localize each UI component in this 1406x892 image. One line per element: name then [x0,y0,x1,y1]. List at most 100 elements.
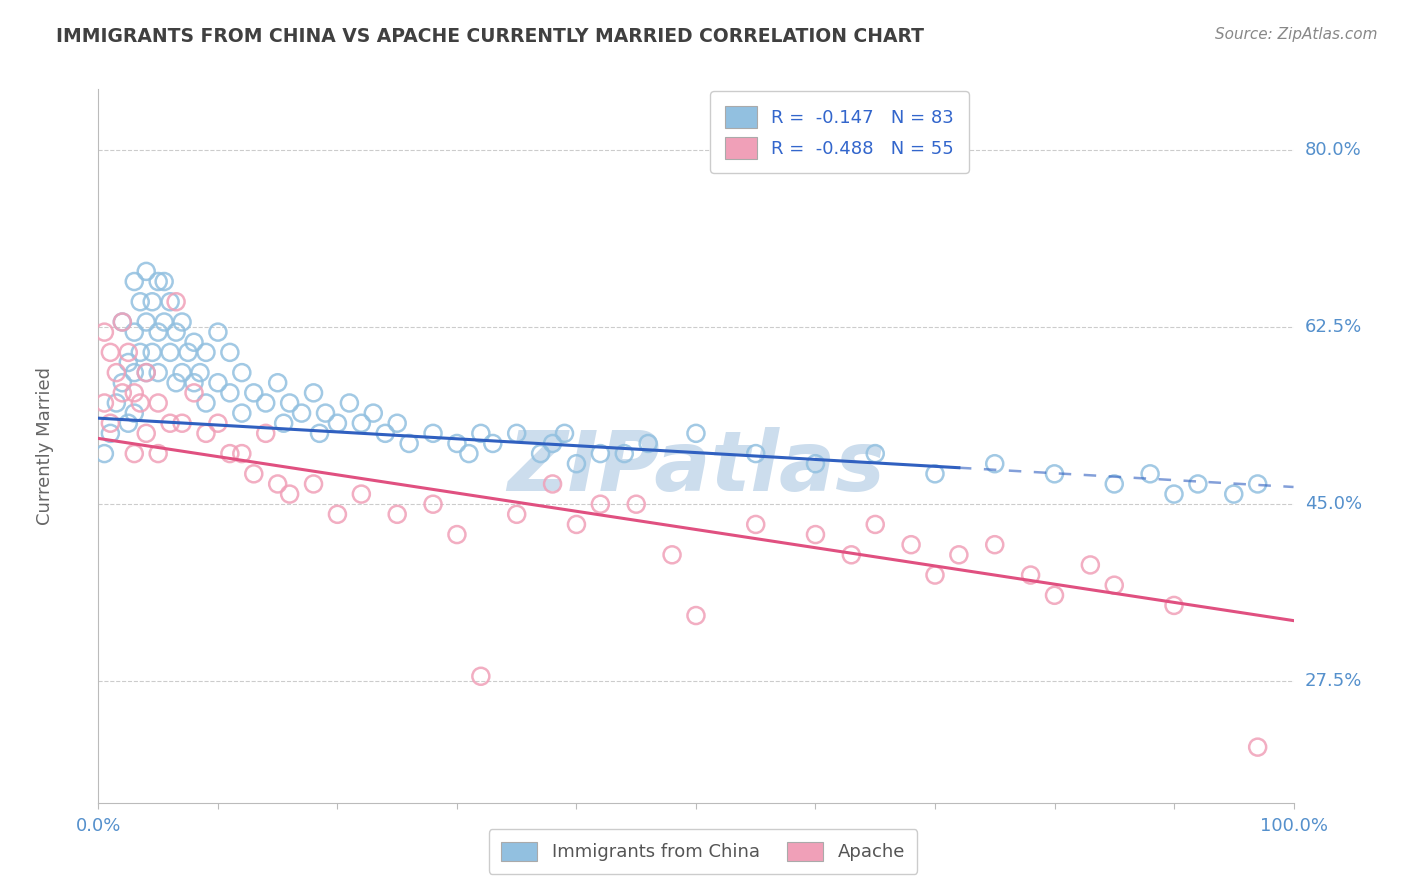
Point [1104,477,1126,491]
Point [124,447,146,461]
Point [589,447,612,461]
Point [117,416,139,430]
Point [135,426,157,441]
Point [172,315,194,329]
Point [948,548,970,562]
Point [1223,487,1246,501]
Point [470,426,492,441]
Point [924,467,946,481]
Point [159,345,181,359]
Point [865,447,887,461]
Point [254,426,277,441]
Point [124,366,146,380]
Point [207,376,229,390]
Text: 62.5%: 62.5% [1305,318,1362,336]
Point [291,406,314,420]
Point [129,345,152,359]
Point [1187,477,1209,491]
Text: 45.0%: 45.0% [1305,495,1362,513]
Point [841,548,863,562]
Point [195,396,218,410]
Point [273,416,295,430]
Point [243,385,266,400]
Point [105,366,128,380]
Point [124,275,146,289]
Point [111,315,134,329]
Point [541,477,564,491]
Point [458,447,481,461]
Point [148,275,170,289]
Point [745,517,768,532]
Point [350,416,373,430]
Point [183,376,205,390]
Point [165,294,187,309]
Point [446,527,468,541]
Point [98,426,122,441]
Point [172,416,194,430]
Point [183,335,205,350]
Point [135,264,157,278]
Point [530,447,553,461]
Point [135,366,157,380]
Point [339,396,361,410]
Point [148,447,170,461]
Point [308,426,330,441]
Point [188,366,211,380]
Point [804,527,827,541]
Point [661,548,683,562]
Point [267,376,290,390]
Point [589,497,612,511]
Point [117,355,139,369]
Point [470,669,492,683]
Point [278,487,301,501]
Point [141,345,163,359]
Point [207,325,229,339]
Point [207,416,229,430]
Point [129,396,152,410]
Point [900,538,922,552]
Point [141,294,163,309]
Point [398,436,420,450]
Point [243,467,266,481]
Point [195,345,218,359]
Point [422,426,444,441]
Text: Source: ZipAtlas.com: Source: ZipAtlas.com [1215,27,1378,42]
Point [1080,558,1102,572]
Point [124,325,146,339]
Point [1163,487,1185,501]
Point [219,447,242,461]
Point [93,325,115,339]
Point [148,325,170,339]
Point [231,366,253,380]
Point [326,416,349,430]
Point [302,477,325,491]
Point [924,568,946,582]
Point [117,345,139,359]
Point [626,497,648,511]
Point [363,406,385,420]
Text: Currently Married: Currently Married [35,367,53,525]
Point [254,396,277,410]
Point [1043,588,1066,602]
Point [637,436,659,450]
Point [385,416,409,430]
Point [685,426,707,441]
Point [159,294,181,309]
Point [159,416,181,430]
Point [565,457,588,471]
Point [111,315,134,329]
Point [685,608,707,623]
Text: 27.5%: 27.5% [1305,673,1362,690]
Point [565,517,588,532]
Point [506,426,529,441]
Point [865,517,887,532]
Point [446,436,468,450]
Point [1163,599,1185,613]
Point [111,385,134,400]
Point [1019,568,1042,582]
Point [804,457,827,471]
Point [481,436,505,450]
Point [129,294,152,309]
Point [111,376,134,390]
Point [98,416,122,430]
